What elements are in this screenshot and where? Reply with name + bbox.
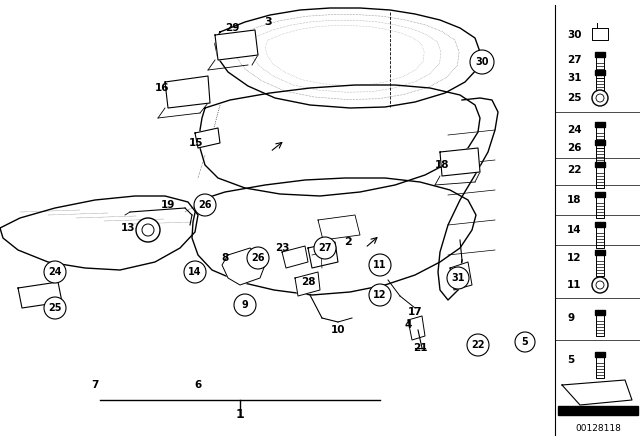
Text: 23: 23 (275, 243, 289, 253)
Text: 17: 17 (408, 307, 422, 317)
Text: 1: 1 (236, 409, 244, 422)
Text: 3: 3 (264, 17, 272, 27)
Text: 00128118: 00128118 (575, 423, 621, 432)
Polygon shape (595, 222, 605, 227)
Polygon shape (165, 76, 210, 108)
Text: 21: 21 (413, 343, 428, 353)
Text: 9: 9 (242, 300, 248, 310)
Text: 12: 12 (373, 290, 387, 300)
Circle shape (592, 90, 608, 106)
Circle shape (234, 294, 256, 316)
Text: 31: 31 (567, 73, 582, 83)
Text: 11: 11 (567, 280, 582, 290)
Circle shape (44, 261, 66, 283)
Text: 19: 19 (161, 200, 175, 210)
Circle shape (470, 50, 494, 74)
Text: 26: 26 (567, 143, 582, 153)
Circle shape (314, 237, 336, 259)
Circle shape (467, 334, 489, 356)
Text: 25: 25 (567, 93, 582, 103)
Polygon shape (295, 272, 320, 296)
Polygon shape (195, 128, 220, 148)
Circle shape (194, 194, 216, 216)
Circle shape (592, 277, 608, 293)
Circle shape (447, 267, 469, 289)
Text: 7: 7 (92, 380, 99, 390)
Polygon shape (408, 316, 425, 340)
Text: 15: 15 (189, 138, 204, 148)
Text: 4: 4 (404, 320, 412, 330)
Text: 30: 30 (567, 30, 582, 40)
Polygon shape (215, 8, 480, 108)
Text: 31: 31 (451, 273, 465, 283)
Circle shape (596, 281, 604, 289)
Text: 18: 18 (567, 195, 582, 205)
Text: 14: 14 (567, 225, 582, 235)
Polygon shape (282, 246, 308, 268)
Text: 18: 18 (435, 160, 449, 170)
Polygon shape (558, 406, 638, 415)
Circle shape (184, 261, 206, 283)
Text: 24: 24 (567, 125, 582, 135)
Text: 26: 26 (252, 253, 265, 263)
Text: 2: 2 (344, 237, 352, 247)
Circle shape (596, 94, 604, 102)
Circle shape (44, 297, 66, 319)
Circle shape (142, 224, 154, 236)
Text: 26: 26 (198, 200, 212, 210)
Text: 5: 5 (567, 355, 574, 365)
Polygon shape (18, 282, 62, 308)
Text: 27: 27 (567, 55, 582, 65)
Text: 10: 10 (331, 325, 345, 335)
Text: 5: 5 (522, 337, 529, 347)
Circle shape (247, 247, 269, 269)
Polygon shape (222, 248, 265, 285)
Text: 22: 22 (567, 165, 582, 175)
Polygon shape (595, 352, 605, 357)
Text: 6: 6 (195, 380, 202, 390)
Polygon shape (450, 262, 472, 290)
Text: 22: 22 (471, 340, 484, 350)
Polygon shape (200, 85, 480, 196)
Polygon shape (562, 380, 632, 405)
Text: 9: 9 (567, 313, 574, 323)
Text: 30: 30 (476, 57, 489, 67)
Text: 12: 12 (567, 253, 582, 263)
Text: 28: 28 (301, 277, 316, 287)
Text: 29: 29 (225, 23, 239, 33)
Circle shape (515, 332, 535, 352)
Polygon shape (0, 196, 198, 270)
Polygon shape (595, 250, 605, 255)
Text: 24: 24 (48, 267, 61, 277)
Polygon shape (308, 242, 338, 268)
Polygon shape (215, 30, 258, 60)
Text: 11: 11 (373, 260, 387, 270)
Polygon shape (192, 178, 476, 295)
Circle shape (369, 284, 391, 306)
Text: 8: 8 (221, 253, 228, 263)
Polygon shape (595, 52, 605, 57)
Polygon shape (595, 70, 605, 75)
Circle shape (136, 218, 160, 242)
Circle shape (369, 254, 391, 276)
Polygon shape (595, 122, 605, 127)
Polygon shape (438, 98, 498, 300)
Polygon shape (440, 148, 480, 176)
Text: 27: 27 (318, 243, 332, 253)
Polygon shape (592, 28, 608, 40)
Polygon shape (595, 310, 605, 315)
Text: 14: 14 (188, 267, 202, 277)
Text: 16: 16 (155, 83, 169, 93)
Polygon shape (595, 140, 605, 145)
Polygon shape (318, 215, 360, 240)
Polygon shape (595, 162, 605, 167)
Polygon shape (595, 192, 605, 197)
Text: 13: 13 (121, 223, 135, 233)
Text: 25: 25 (48, 303, 61, 313)
